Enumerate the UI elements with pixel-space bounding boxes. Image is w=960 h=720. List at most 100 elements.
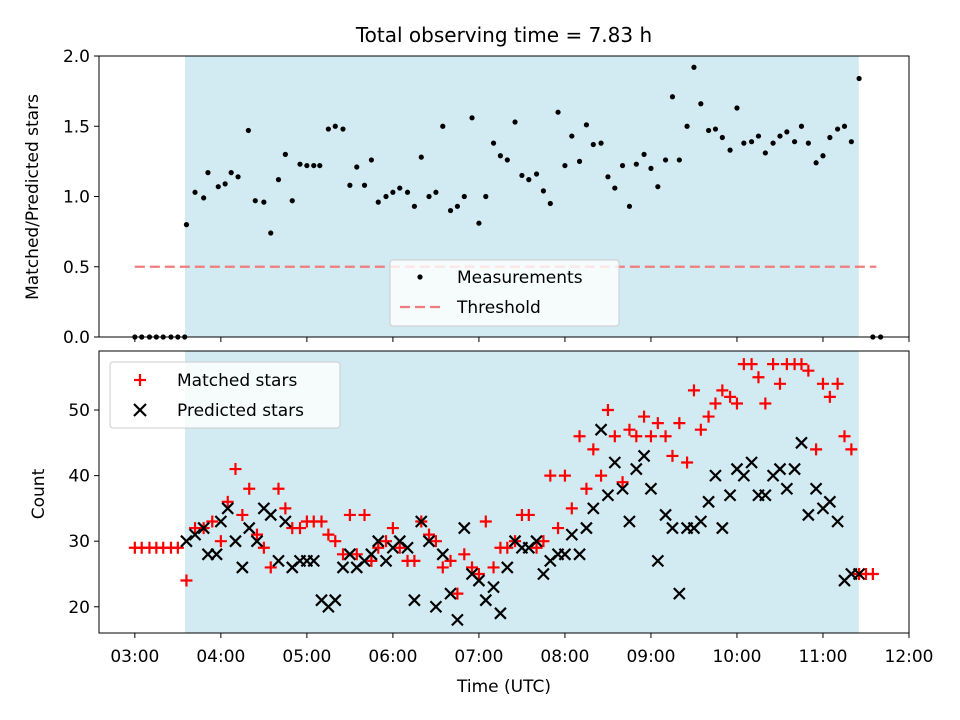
measurement-point bbox=[612, 185, 618, 191]
bottom-x-axis-label: Time (UTC) bbox=[456, 677, 551, 697]
measurement-point bbox=[440, 123, 446, 129]
predicted-star-point bbox=[795, 436, 808, 450]
predicted-star-point bbox=[379, 554, 393, 568]
predicted-star-point bbox=[637, 449, 651, 463]
matched-star-point bbox=[451, 587, 464, 600]
legend-predicted-marker bbox=[133, 403, 147, 417]
matched-star-point bbox=[730, 397, 743, 410]
measurement-point bbox=[383, 193, 389, 200]
measurement-point bbox=[469, 115, 475, 121]
predicted-star-point bbox=[802, 508, 815, 522]
matched-star-point bbox=[773, 377, 786, 390]
matched-star-point bbox=[724, 390, 737, 403]
measurement-point bbox=[641, 151, 647, 157]
measurement-point bbox=[712, 126, 719, 132]
measurement-point bbox=[633, 161, 639, 167]
matched-star-point bbox=[408, 554, 421, 567]
measurement-point bbox=[691, 64, 697, 70]
measurement-point bbox=[397, 185, 403, 191]
matched-star-point bbox=[393, 541, 406, 554]
matched-star-point bbox=[694, 423, 707, 436]
predicted-star-point bbox=[451, 613, 464, 627]
measurement-point bbox=[798, 123, 805, 129]
measurement-point bbox=[662, 157, 669, 163]
matched-star-point bbox=[250, 528, 263, 541]
predicted-star-point bbox=[809, 482, 823, 495]
bottom-x-tick-label: 05:00 bbox=[282, 647, 331, 667]
predicted-star-point bbox=[601, 489, 615, 502]
matched-star-point bbox=[558, 469, 571, 482]
measurement-point bbox=[368, 157, 374, 163]
matched-star-point bbox=[752, 371, 765, 384]
measurement-point bbox=[192, 189, 198, 195]
predicted-star-point bbox=[702, 495, 715, 509]
matched-star-point bbox=[866, 567, 879, 580]
measurement-point bbox=[676, 157, 682, 163]
matched-star-point bbox=[458, 548, 471, 561]
matched-star-point bbox=[472, 567, 485, 580]
measurement-point bbox=[569, 133, 575, 139]
matched-star-point bbox=[272, 482, 285, 495]
measurement-point bbox=[748, 139, 755, 145]
measurement-point bbox=[289, 198, 295, 204]
legend-matched-marker bbox=[134, 374, 146, 386]
predicted-star-point bbox=[759, 489, 772, 502]
measurement-point bbox=[705, 127, 712, 134]
bottom-y-ticks: 20 30 40 50 bbox=[68, 401, 99, 618]
predicted-star-point bbox=[444, 587, 457, 600]
matched-star-point bbox=[638, 410, 651, 423]
measurement-points bbox=[132, 64, 884, 340]
matched-star-point bbox=[436, 561, 449, 574]
measurement-point bbox=[483, 193, 489, 200]
predicted-star-point bbox=[823, 495, 837, 509]
measurement-point bbox=[583, 122, 590, 128]
measurement-point bbox=[576, 158, 583, 164]
matched-star-point bbox=[687, 384, 700, 397]
predicted-star-point bbox=[494, 607, 507, 620]
measurement-point bbox=[325, 126, 331, 132]
predicted-star-point bbox=[210, 548, 223, 561]
matched-star-point bbox=[823, 390, 836, 403]
matched-star-point bbox=[522, 508, 535, 521]
measurement-point bbox=[741, 140, 747, 146]
matched-star-point bbox=[630, 430, 643, 443]
top-y-tick-label: 2.0 bbox=[63, 47, 90, 67]
predicted-star-point bbox=[197, 521, 210, 535]
measurement-point bbox=[719, 134, 725, 141]
top-x-ticks bbox=[134, 337, 910, 342]
predicted-star-point bbox=[594, 423, 608, 436]
matched-star-point bbox=[810, 443, 823, 456]
measurement-point bbox=[848, 139, 854, 145]
matched-star-point bbox=[702, 410, 715, 423]
predicted-star-point bbox=[608, 456, 622, 469]
measurement-point bbox=[526, 177, 532, 183]
bottom-y-tick-label: 30 bbox=[68, 532, 90, 552]
matched-star-point bbox=[565, 502, 578, 515]
bottom-x-tick-label: 09:00 bbox=[626, 647, 675, 667]
measurement-point bbox=[426, 193, 432, 200]
predicted-star-point bbox=[221, 502, 235, 515]
measurement-point bbox=[390, 189, 396, 195]
matched-star-point bbox=[229, 463, 242, 476]
matched-star-point bbox=[322, 528, 335, 541]
predicted-star-point bbox=[458, 521, 471, 535]
matched-star-point bbox=[595, 469, 608, 482]
measurement-point bbox=[770, 140, 776, 146]
matched-star-point bbox=[293, 522, 306, 535]
predicted-star-point bbox=[587, 502, 600, 515]
measurement-point bbox=[777, 133, 783, 139]
legend-matched-label: Matched stars bbox=[177, 371, 297, 391]
predicted-star-point bbox=[250, 534, 264, 548]
predicted-star-point bbox=[180, 534, 193, 548]
matched-star-point bbox=[673, 417, 686, 430]
measurement-point bbox=[361, 182, 368, 188]
matched-star-point bbox=[264, 561, 277, 574]
predicted-star-point bbox=[580, 521, 593, 535]
measurement-point bbox=[669, 94, 676, 100]
predicted-star-point bbox=[436, 548, 450, 561]
predicted-star-point bbox=[343, 548, 357, 561]
measurement-point bbox=[476, 220, 482, 226]
top-chart-title: Total observing time = 7.83 h bbox=[355, 23, 652, 47]
predicted-star-point bbox=[530, 534, 543, 548]
